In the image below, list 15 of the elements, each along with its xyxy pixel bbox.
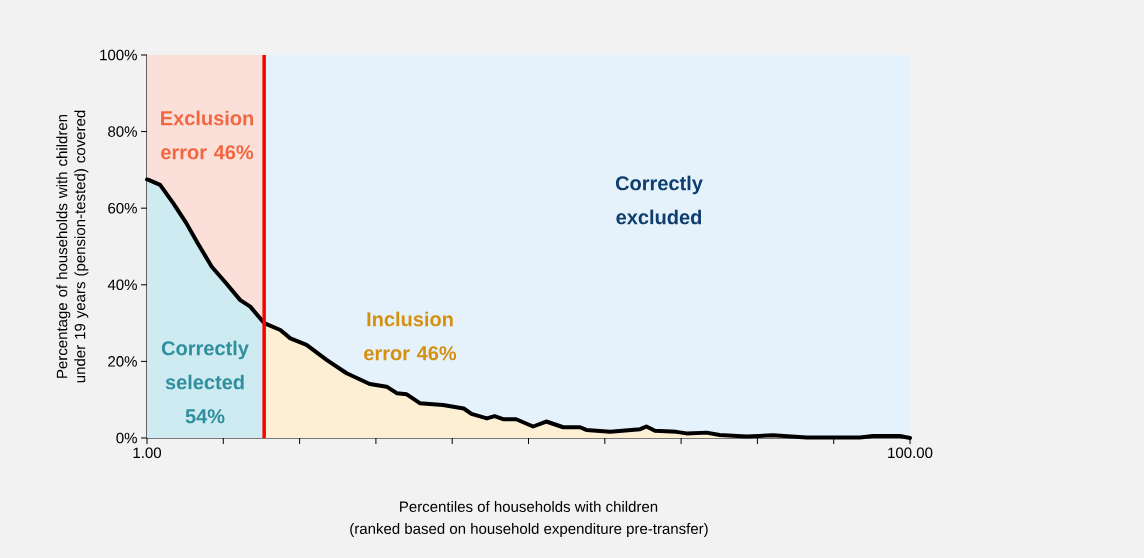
y-tick-label: 20% [108,356,137,367]
annotation: Inclusion error 46% [364,311,457,361]
annotation: Exclusion error 46% [161,110,254,160]
x-tick-label: 100.00 [888,447,933,459]
y-tick-label: 80% [108,126,137,137]
y-tick-label: 100% [100,49,137,61]
y-tick-label: 60% [108,202,137,214]
annotation: Correctly excluded [615,175,703,225]
y-axis-title: Percentage of households with children under 19 years (pension-tested) covered [56,110,89,383]
x-tick-label: 1.00 [133,447,162,459]
y-tick-label: 0% [116,432,137,444]
x-axis-title: Percentiles of households with children [400,500,658,512]
annotation: Correctly selected 54% [161,340,249,424]
text: (ranked based on household expenditure pre-transfer) [350,522,708,537]
y-tick-label: 40% [107,279,137,291]
